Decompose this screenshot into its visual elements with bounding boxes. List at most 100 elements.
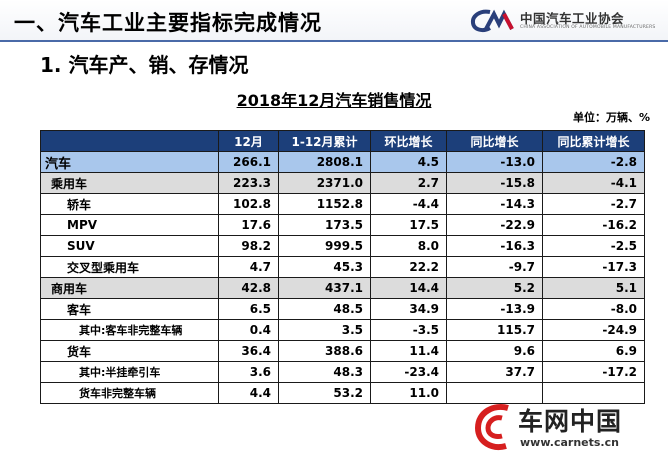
table-cell: -24.9 [542, 319, 645, 341]
table-row: 交叉型乘用车 4.7 45.3 22.2 -9.7 -17.3 [40, 256, 645, 278]
watermark: 车网中国 www.carnets.cn [470, 398, 668, 463]
table-cell: -13.9 [446, 298, 543, 320]
table-cell [446, 382, 543, 404]
table-cell: -13.0 [446, 151, 543, 173]
table-cell: -2.5 [542, 235, 645, 257]
header-month: 12月 [218, 130, 279, 152]
logo-chinese-name: 中国汽车工业协会 [520, 11, 625, 26]
header-yoy-ytd: 同比累计增长 [542, 130, 645, 152]
table-cell: -14.3 [446, 193, 543, 215]
table-cell: 5.1 [542, 277, 645, 299]
table-cell: -4.4 [370, 193, 447, 215]
section-title: 1. 汽车产、销、存情况 [40, 53, 249, 77]
table-cell: 3.5 [278, 319, 371, 341]
table-cell: 8.0 [370, 235, 447, 257]
table-cell: 11.4 [370, 340, 447, 362]
table-cell: -22.9 [446, 214, 543, 236]
table-cell: 5.2 [446, 277, 543, 299]
table-cell [542, 382, 645, 404]
table-cell: 53.2 [278, 382, 371, 404]
table-cell: 36.4 [218, 340, 279, 362]
row-label: 货车 [40, 340, 219, 362]
header-yoy: 同比增长 [446, 130, 543, 152]
table-row: 货车非完整车辆 4.4 53.2 11.0 [40, 382, 645, 404]
table-row: 乘用车 223.3 2371.0 2.7 -15.8 -4.1 [40, 172, 645, 194]
table-cell: -3.5 [370, 319, 447, 341]
table-cell: -8.0 [542, 298, 645, 320]
table-cell: 0.4 [218, 319, 279, 341]
table-row: 客车 6.5 48.5 34.9 -13.9 -8.0 [40, 298, 645, 320]
table-cell: 4.5 [370, 151, 447, 173]
table-cell: 173.5 [278, 214, 371, 236]
row-label: 汽车 [40, 151, 219, 173]
row-label: MPV [40, 214, 219, 236]
slide-title: 一、汽车工业主要指标完成情况 [14, 11, 322, 35]
table-cell: -16.2 [542, 214, 645, 236]
table-cell: 4.4 [218, 382, 279, 404]
table-row: 其中:半挂牵引车 3.6 48.3 -23.4 37.7 -17.2 [40, 361, 645, 383]
row-label: 乘用车 [40, 172, 219, 194]
row-label: 货车非完整车辆 [40, 382, 219, 404]
table-row: 汽车 266.1 2808.1 4.5 -13.0 -2.8 [40, 151, 645, 173]
row-label: 交叉型乘用车 [40, 256, 219, 278]
table-title-text: 2018年12月汽车销售情况 [236, 91, 432, 110]
table-cell: 42.8 [218, 277, 279, 299]
table-cell: 11.0 [370, 382, 447, 404]
table-cell: -4.1 [542, 172, 645, 194]
table-title: 2018年12月汽车销售情况 [0, 87, 668, 111]
title-band [0, 0, 668, 42]
table-cell: 48.3 [278, 361, 371, 383]
header-ytd: 1-12月累计 [278, 130, 371, 152]
table-cell: 3.6 [218, 361, 279, 383]
row-label: 其中:半挂牵引车 [40, 361, 219, 383]
row-label: 其中:客车非完整车辆 [40, 319, 219, 341]
table-cell: 1152.8 [278, 193, 371, 215]
table-cell: -23.4 [370, 361, 447, 383]
table-cell: 115.7 [446, 319, 543, 341]
table-cell: 17.6 [218, 214, 279, 236]
table-cell: 266.1 [218, 151, 279, 173]
table-header-row: 12月 1-12月累计 环比增长 同比增长 同比累计增长 [40, 130, 645, 152]
title-divider [0, 40, 668, 42]
table-cell: 2371.0 [278, 172, 371, 194]
table-cell: 14.4 [370, 277, 447, 299]
caam-logo: 中国汽车工业协会 CHINA ASSOCIATION OF AUTOMOBILE… [470, 4, 666, 38]
watermark-text: 车网中国 [518, 407, 623, 436]
table-cell: 223.3 [218, 172, 279, 194]
sales-table: 12月 1-12月累计 环比增长 同比增长 同比累计增长 汽车 266.1 2808… [40, 130, 645, 404]
table-row: SUV 98.2 999.5 8.0 -16.3 -2.5 [40, 235, 645, 257]
table-cell: 17.5 [370, 214, 447, 236]
watermark-logo-icon [474, 404, 509, 450]
row-label: 商用车 [40, 277, 219, 299]
table-row: 货车 36.4 388.6 11.4 9.6 6.9 [40, 340, 645, 362]
table-cell: -2.7 [542, 193, 645, 215]
table-row: 轿车 102.8 1152.8 -4.4 -14.3 -2.7 [40, 193, 645, 215]
table-cell: 98.2 [218, 235, 279, 257]
table-cell: -9.7 [446, 256, 543, 278]
table-cell: 999.5 [278, 235, 371, 257]
table-cell: 48.5 [278, 298, 371, 320]
row-label: SUV [40, 235, 219, 257]
table-cell: 9.6 [446, 340, 543, 362]
table-row: 其中:客车非完整车辆 0.4 3.5 -3.5 115.7 -24.9 [40, 319, 645, 341]
unit-label: 单位：万辆、% [572, 111, 650, 124]
table-cell: 388.6 [278, 340, 371, 362]
row-label: 轿车 [40, 193, 219, 215]
table-cell: -17.2 [542, 361, 645, 383]
table-cell: -17.3 [542, 256, 645, 278]
table-cell: 45.3 [278, 256, 371, 278]
table-cell: 22.2 [370, 256, 447, 278]
table-cell: -2.8 [542, 151, 645, 173]
logo-english-name: CHINA ASSOCIATION OF AUTOMOBILE MANUFACT… [520, 25, 656, 30]
header-mom: 环比增长 [370, 130, 447, 152]
caam-logo-icon [470, 9, 514, 33]
row-label: 客车 [40, 298, 219, 320]
table-row: 商用车 42.8 437.1 14.4 5.2 5.1 [40, 277, 645, 299]
table-row: MPV 17.6 173.5 17.5 -22.9 -16.2 [40, 214, 645, 236]
table-cell: 102.8 [218, 193, 279, 215]
table-cell: 37.7 [446, 361, 543, 383]
table-cell: 437.1 [278, 277, 371, 299]
table-cell: 34.9 [370, 298, 447, 320]
table-cell: -16.3 [446, 235, 543, 257]
table-cell: 6.5 [218, 298, 279, 320]
